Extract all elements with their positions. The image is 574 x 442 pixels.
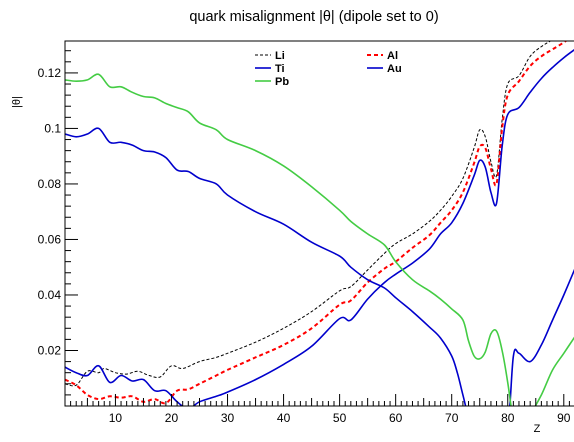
- x-tick-label: 20: [165, 411, 179, 425]
- legend-label-li: Li: [275, 50, 285, 62]
- legend-label-au: Au: [387, 63, 402, 75]
- y-axis: 0.02 0.04 0.06 0.08 0.1 0.12: [38, 50, 78, 396]
- y-tick-label: 0.08: [38, 177, 62, 191]
- series-line-pb: [65, 73, 574, 406]
- y-axis-label: |θ|: [11, 96, 23, 108]
- y-tick-label: 0.12: [38, 66, 62, 80]
- x-tick-label: 90: [557, 411, 571, 425]
- legend-label-al: Al: [387, 50, 398, 62]
- x-tick-label: 40: [277, 411, 291, 425]
- x-tick-label: 70: [445, 411, 459, 425]
- y-tick-label: 0.02: [38, 343, 62, 357]
- series-line-au: [65, 127, 574, 406]
- x-tick-label: 50: [333, 411, 347, 425]
- series-line-al: [65, 41, 568, 405]
- x-tick-label: 30: [221, 411, 235, 425]
- legend-label-pb: Pb: [275, 76, 289, 88]
- x-tick-label: 60: [389, 411, 403, 425]
- x-axis-label: Z: [534, 423, 541, 435]
- chart-title: quark misalignment |θ| (dipole set to 0): [189, 9, 438, 25]
- x-tick-label: 10: [109, 411, 123, 425]
- plot-area: [65, 41, 574, 406]
- legend: Li Al Ti Au Pb: [255, 50, 402, 88]
- plot-frame: [64, 40, 574, 407]
- x-axis: 10 20 30 40 50 60 70 80 90: [64, 394, 571, 425]
- y-tick-label: 0.1: [44, 121, 61, 135]
- x-tick-label: 80: [501, 411, 515, 425]
- legend-label-ti: Ti: [275, 63, 285, 75]
- series-line-ti: [65, 49, 574, 406]
- series-line-li: [65, 41, 552, 387]
- y-tick-label: 0.04: [38, 288, 62, 302]
- y-tick-label: 0.06: [38, 232, 62, 246]
